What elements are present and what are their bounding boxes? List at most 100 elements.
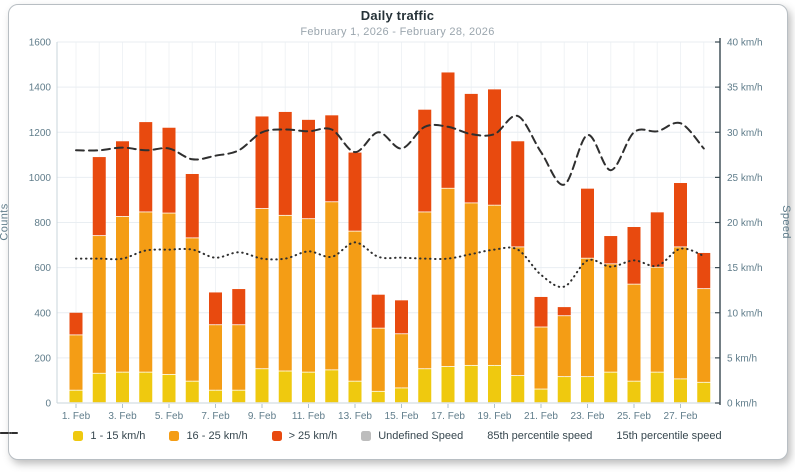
bar-segment bbox=[116, 216, 129, 372]
left-axis-tick-label: 200 bbox=[34, 353, 51, 364]
bar-segment bbox=[232, 390, 246, 403]
bar-segment bbox=[302, 219, 315, 372]
bar-segment bbox=[116, 141, 129, 217]
right-axis-tick-label: 5 km/h bbox=[727, 353, 757, 364]
legend-label: 85th percentile speed bbox=[487, 430, 593, 442]
bar-segment bbox=[69, 312, 83, 335]
bar-segment bbox=[511, 141, 525, 247]
legend-item-5[interactable]: 15th percentile speed bbox=[0, 430, 722, 442]
legend-swatch-icon bbox=[169, 431, 180, 441]
bar-segment bbox=[348, 381, 362, 403]
bar-segment bbox=[92, 157, 106, 236]
bar-segment bbox=[674, 247, 687, 379]
bar-segment bbox=[627, 227, 641, 284]
bar-segment bbox=[697, 382, 711, 403]
bar-segment bbox=[488, 365, 501, 403]
legend-item-4[interactable]: 85th percentile speed bbox=[0, 430, 593, 442]
bar-segment bbox=[557, 316, 571, 377]
bar-segment bbox=[185, 238, 199, 381]
bar-segment bbox=[418, 109, 432, 212]
left-axis-tick-label: 1000 bbox=[29, 173, 52, 184]
bar-segment bbox=[604, 236, 618, 264]
bar-segment bbox=[162, 127, 176, 213]
legend-label: 15th percentile speed bbox=[616, 430, 722, 442]
bar-segment bbox=[69, 390, 83, 403]
bar-segment bbox=[557, 307, 571, 316]
chart-subtitle: February 1, 2026 - February 28, 2026 bbox=[300, 26, 495, 38]
legend-item-1[interactable]: 16 - 25 km/h bbox=[169, 430, 248, 442]
bar-segment bbox=[255, 208, 269, 369]
bar-segment bbox=[209, 292, 222, 325]
bar-segment bbox=[557, 377, 571, 403]
left-axis-tick-label: 400 bbox=[34, 308, 51, 319]
bar-segment bbox=[418, 212, 432, 369]
bar-segment bbox=[581, 188, 594, 258]
bar-segment bbox=[581, 377, 594, 403]
bar-segment bbox=[674, 183, 687, 247]
x-axis-tick-label: 1. Feb bbox=[62, 411, 91, 422]
bar-segment bbox=[348, 152, 362, 231]
bar-segment bbox=[604, 264, 618, 372]
legend-item-2[interactable]: > 25 km/h bbox=[271, 430, 338, 442]
bar-segment bbox=[209, 390, 222, 403]
bar-segment bbox=[278, 371, 292, 403]
bar-segment bbox=[441, 366, 455, 403]
bar-segment bbox=[464, 93, 478, 203]
left-axis-tick-label: 1200 bbox=[29, 128, 52, 139]
bar-segment bbox=[302, 119, 315, 219]
bar-segment bbox=[139, 372, 153, 403]
bar-segment bbox=[348, 231, 362, 381]
bar-segment bbox=[418, 369, 432, 403]
right-axis-tick-label: 20 km/h bbox=[727, 218, 763, 229]
bar-segment bbox=[650, 372, 664, 403]
bar-segment bbox=[139, 122, 153, 212]
x-axis-tick-label: 7. Feb bbox=[201, 411, 230, 422]
bar-segment bbox=[325, 115, 339, 202]
bar-segment bbox=[371, 294, 385, 328]
bar-segment bbox=[627, 284, 641, 381]
bar-segment bbox=[162, 374, 176, 403]
right-axis-tick-label: 25 km/h bbox=[727, 173, 763, 184]
chart-title: Daily traffic bbox=[360, 8, 435, 23]
x-axis-tick-label: 3. Feb bbox=[108, 411, 137, 422]
bar-segment bbox=[139, 212, 153, 372]
bar-segment bbox=[441, 72, 455, 188]
x-axis-tick-label: 17. Feb bbox=[431, 411, 465, 422]
legend-label: > 25 km/h bbox=[288, 430, 338, 442]
bar-segment bbox=[581, 258, 594, 377]
bar-segment bbox=[627, 381, 641, 403]
legend-label: Undefined Speed bbox=[378, 430, 464, 442]
right-axis-tick-label: 0 km/h bbox=[727, 399, 757, 410]
bar-segment bbox=[511, 375, 525, 403]
right-axis-tick-label: 10 km/h bbox=[727, 308, 763, 319]
bar-segment bbox=[92, 236, 106, 373]
x-axis-tick-label: 21. Feb bbox=[524, 411, 558, 422]
bar-segment bbox=[325, 202, 339, 370]
legend-swatch-icon bbox=[73, 431, 84, 441]
x-axis-tick-label: 11. Feb bbox=[292, 411, 326, 422]
left-axis-tick-label: 1600 bbox=[29, 38, 52, 49]
left-axis-tick-label: 800 bbox=[34, 218, 51, 229]
bar-segment bbox=[464, 203, 478, 365]
bar-segment bbox=[650, 267, 664, 372]
x-axis-tick-label: 9. Feb bbox=[248, 411, 277, 422]
bar-segment bbox=[697, 252, 711, 289]
legend-item-3[interactable]: Undefined Speed bbox=[361, 430, 463, 442]
bar-segment bbox=[116, 372, 129, 403]
legend-swatch-icon bbox=[271, 431, 282, 441]
bar-segment bbox=[232, 325, 246, 390]
bar-segment bbox=[185, 381, 199, 403]
bar-segment bbox=[162, 213, 176, 374]
bar-segment bbox=[674, 379, 687, 403]
bar-segment bbox=[278, 215, 292, 371]
percentile-15-line bbox=[75, 241, 705, 289]
bar-segment bbox=[534, 389, 548, 403]
bar-segment bbox=[69, 335, 83, 390]
bar-segment bbox=[441, 188, 455, 367]
bar-segment bbox=[255, 116, 269, 209]
legend-swatch-icon bbox=[361, 431, 372, 441]
bar-segment bbox=[371, 328, 385, 391]
bar-segment bbox=[185, 173, 199, 238]
legend-label: 1 - 15 km/h bbox=[90, 430, 146, 442]
legend-item-0[interactable]: 1 - 15 km/h bbox=[73, 430, 145, 442]
